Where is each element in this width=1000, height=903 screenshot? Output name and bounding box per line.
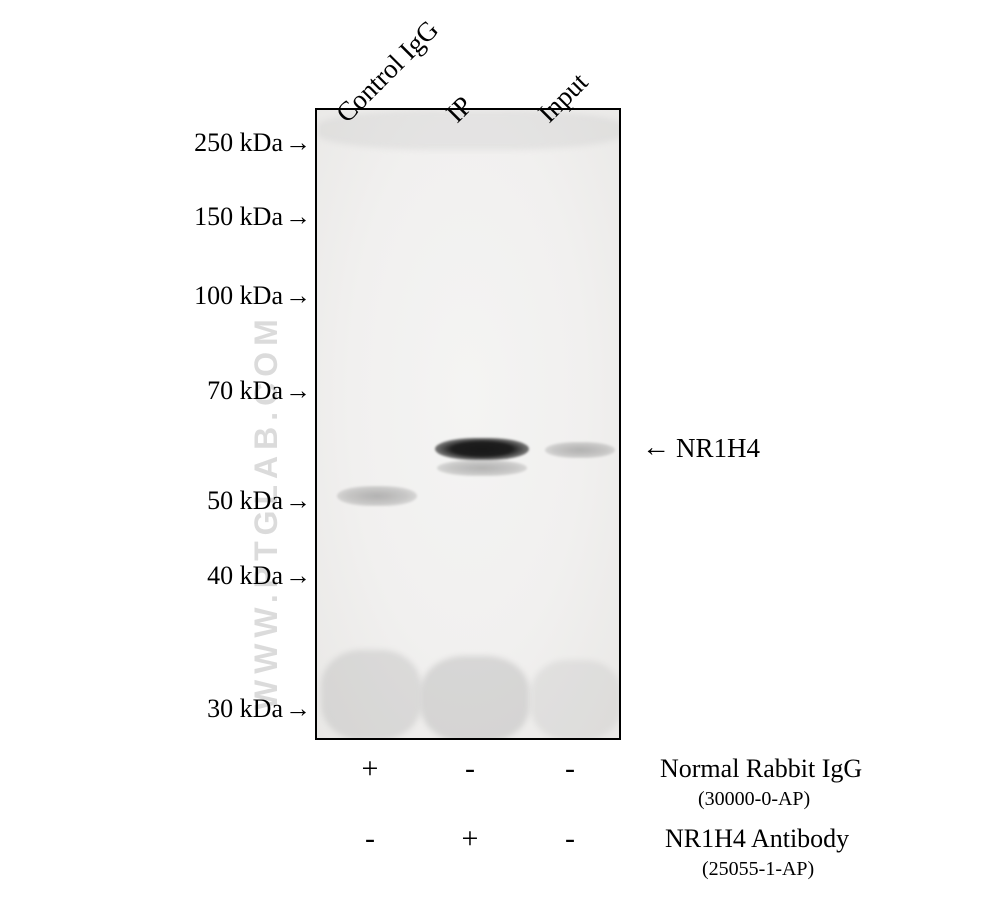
arrow-left-icon: ← bbox=[642, 432, 670, 464]
plus-icon: + bbox=[455, 822, 485, 856]
membrane-smudge bbox=[321, 650, 421, 740]
target-band-name: NR1H4 bbox=[676, 433, 760, 464]
mw-marker-label: 100 kDa bbox=[194, 281, 283, 311]
mw-marker-label: 50 kDa bbox=[207, 486, 283, 516]
minus-icon: - bbox=[455, 752, 485, 786]
mw-marker-label: 250 kDa bbox=[194, 128, 283, 158]
antibody-name: NR1H4 Antibody bbox=[665, 824, 849, 854]
minus-icon: - bbox=[555, 752, 585, 786]
arrow-right-icon: → bbox=[285, 204, 311, 230]
minus-icon: - bbox=[355, 822, 385, 856]
mw-marker: 30 kDa→ bbox=[207, 694, 311, 724]
membrane-smudge bbox=[531, 660, 621, 740]
antibody-catalog: (30000-0-AP) bbox=[698, 788, 810, 811]
mw-marker-label: 30 kDa bbox=[207, 694, 283, 724]
arrow-right-icon: → bbox=[285, 563, 311, 589]
arrow-right-icon: → bbox=[285, 283, 311, 309]
mw-marker: 150 kDa→ bbox=[194, 202, 311, 232]
protein-band bbox=[337, 486, 417, 506]
target-band-label: ← NR1H4 bbox=[642, 432, 760, 464]
mw-marker-label: 70 kDa bbox=[207, 376, 283, 406]
mw-marker: 70 kDa→ bbox=[207, 376, 311, 406]
arrow-right-icon: → bbox=[285, 696, 311, 722]
mw-marker: 40 kDa→ bbox=[207, 561, 311, 591]
western-blot-membrane bbox=[315, 108, 621, 740]
protein-band bbox=[437, 460, 527, 476]
mw-marker: 50 kDa→ bbox=[207, 486, 311, 516]
figure-root: WWW.PTGLAB.COM Control IgGIPInput 250 kD… bbox=[0, 0, 1000, 903]
mw-marker: 250 kDa→ bbox=[194, 128, 311, 158]
arrow-right-icon: → bbox=[285, 488, 311, 514]
minus-icon: - bbox=[555, 822, 585, 856]
plus-icon: + bbox=[355, 752, 385, 786]
membrane-smudge bbox=[421, 656, 529, 740]
mw-marker-label: 150 kDa bbox=[194, 202, 283, 232]
mw-marker-label: 40 kDa bbox=[207, 561, 283, 591]
arrow-right-icon: → bbox=[285, 378, 311, 404]
protein-band bbox=[435, 438, 529, 460]
antibody-catalog: (25055-1-AP) bbox=[702, 858, 814, 881]
arrow-right-icon: → bbox=[285, 130, 311, 156]
membrane-background bbox=[317, 110, 619, 738]
protein-band bbox=[545, 442, 615, 458]
mw-marker: 100 kDa→ bbox=[194, 281, 311, 311]
antibody-name: Normal Rabbit IgG bbox=[660, 754, 862, 784]
